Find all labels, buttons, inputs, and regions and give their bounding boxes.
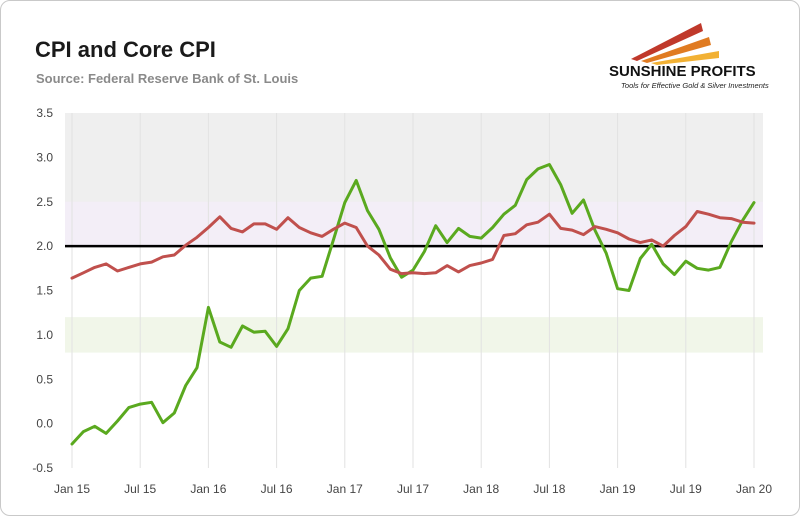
y-tick-label: 0.5 bbox=[36, 372, 53, 386]
x-tick-label: Jan 18 bbox=[463, 482, 499, 496]
sun-rays-icon bbox=[631, 23, 719, 65]
logo-name: SUNSHINE PROFITS bbox=[609, 63, 756, 80]
y-tick-label: 3.0 bbox=[36, 150, 53, 164]
x-tick-label: Jan 16 bbox=[190, 482, 226, 496]
x-tick-label: Jan 19 bbox=[600, 482, 636, 496]
y-tick-label: 2.0 bbox=[36, 239, 53, 253]
x-tick-label: Jul 18 bbox=[533, 482, 565, 496]
y-tick-label: 1.0 bbox=[36, 328, 53, 342]
x-tick-label: Jul 19 bbox=[670, 482, 702, 496]
y-tick-label: 0.0 bbox=[36, 417, 53, 431]
y-tick-label: 2.5 bbox=[36, 195, 53, 209]
x-tick-label: Jul 15 bbox=[124, 482, 156, 496]
y-tick-label: 3.5 bbox=[36, 106, 53, 120]
chart-source: Source: Federal Reserve Bank of St. Loui… bbox=[36, 71, 299, 86]
x-tick-label: Jan 15 bbox=[54, 482, 90, 496]
chart-title: CPI and Core CPI bbox=[35, 37, 216, 62]
y-tick-label: 1.5 bbox=[36, 284, 53, 298]
x-tick-label: Jan 20 bbox=[736, 482, 772, 496]
band-2 bbox=[65, 317, 763, 353]
x-tick-label: Jul 17 bbox=[397, 482, 429, 496]
x-tick-label: Jan 17 bbox=[327, 482, 363, 496]
x-tick-label: Jul 16 bbox=[261, 482, 293, 496]
logo-tagline: Tools for Effective Gold & Silver Invest… bbox=[621, 81, 769, 90]
sunshine-profits-logo: SUNSHINE PROFITS Tools for Effective Gol… bbox=[601, 19, 791, 99]
y-tick-label: -0.5 bbox=[32, 461, 53, 475]
band-1 bbox=[65, 201, 763, 247]
